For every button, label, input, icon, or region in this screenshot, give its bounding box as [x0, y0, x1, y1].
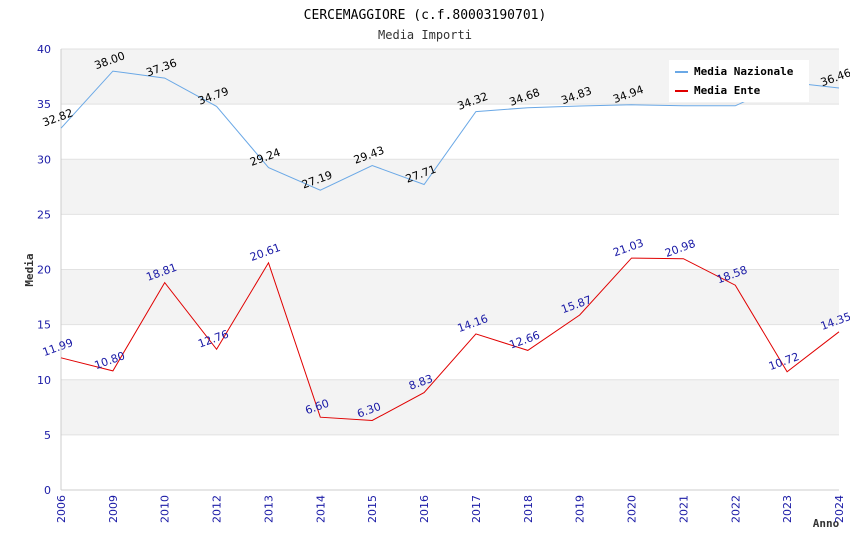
legend-label-media-ente: Media Ente	[694, 84, 761, 97]
band-10	[61, 324, 839, 380]
y-axis-ticks: 0 5 10 15 20 25 30 35 40	[37, 43, 51, 497]
band-5	[61, 379, 839, 435]
x-tick-label: 2010	[159, 495, 172, 523]
x-tick-label: 2009	[107, 495, 120, 523]
y-tick-label: 25	[37, 208, 51, 221]
band-20	[61, 214, 839, 270]
y-tick-label: 15	[37, 319, 51, 332]
band-25	[61, 159, 839, 215]
y-axis-label: Media	[23, 253, 36, 286]
x-axis-ticks: 2006 2009 2010 2012 2013 2014 2015 2016 2017 2018…	[55, 495, 846, 523]
x-tick-label: 2017	[470, 495, 483, 523]
series-line-media-ente	[60, 257, 840, 422]
grid-lines	[60, 48, 839, 491]
x-axis-label: Anno	[813, 517, 840, 530]
y-tick-label: 5	[44, 429, 51, 442]
x-tick-label: 2023	[781, 495, 794, 523]
x-tick-label: 2012	[211, 495, 224, 523]
chart-title: CERCEMAGGIORE (c.f.80003190701)	[304, 8, 547, 23]
band-30	[61, 104, 839, 160]
x-tick-label: 2018	[522, 495, 535, 523]
legend-label-media-nazionale: Media Nazionale	[694, 65, 794, 78]
x-tick-label: 2024	[833, 495, 846, 523]
x-tick-label: 2020	[626, 495, 639, 523]
y-tick-label: 40	[37, 43, 51, 56]
legend: Media Nazionale Media Ente	[669, 60, 809, 102]
x-tick-label: 2013	[262, 495, 275, 523]
series-lines	[60, 70, 840, 422]
y-tick-label: 30	[37, 153, 51, 166]
y-tick-label: 20	[37, 264, 51, 277]
x-tick-label: 2022	[729, 495, 742, 523]
x-tick-label: 2015	[366, 495, 379, 523]
x-tick-label: 2006	[55, 495, 68, 523]
y-tick-label: 10	[37, 374, 51, 387]
x-tick-label: 2019	[574, 495, 587, 523]
y-tick-label: 35	[37, 98, 51, 111]
chart-subtitle: Media Importi	[378, 28, 472, 42]
x-tick-label: 2016	[418, 495, 431, 523]
series-line-media-nazionale	[60, 70, 840, 191]
x-tick-label: 2014	[314, 495, 327, 523]
legend-box	[669, 60, 809, 102]
background-bands	[61, 49, 839, 490]
band-0	[61, 434, 839, 490]
y-tick-label: 0	[44, 484, 51, 497]
x-tick-label: 2021	[677, 495, 690, 523]
